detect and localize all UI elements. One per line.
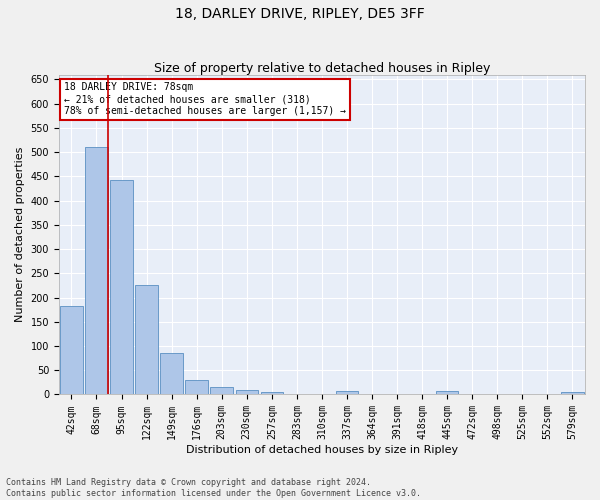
- Y-axis label: Number of detached properties: Number of detached properties: [15, 147, 25, 322]
- Title: Size of property relative to detached houses in Ripley: Size of property relative to detached ho…: [154, 62, 490, 74]
- Bar: [436, 390, 458, 394]
- Text: Contains HM Land Registry data © Crown copyright and database right 2024.
Contai: Contains HM Land Registry data © Crown c…: [6, 478, 421, 498]
- Text: 18 DARLEY DRIVE: 78sqm
← 21% of detached houses are smaller (318)
78% of semi-de: 18 DARLEY DRIVE: 78sqm ← 21% of detached…: [64, 82, 346, 116]
- Bar: [211, 387, 233, 394]
- Bar: [336, 391, 358, 394]
- X-axis label: Distribution of detached houses by size in Ripley: Distribution of detached houses by size …: [186, 445, 458, 455]
- Bar: [110, 180, 133, 394]
- Bar: [260, 392, 283, 394]
- Text: 18, DARLEY DRIVE, RIPLEY, DE5 3FF: 18, DARLEY DRIVE, RIPLEY, DE5 3FF: [175, 8, 425, 22]
- Bar: [561, 392, 584, 394]
- Bar: [160, 353, 183, 395]
- Bar: [85, 147, 108, 394]
- Bar: [136, 285, 158, 395]
- Bar: [185, 380, 208, 394]
- Bar: [236, 390, 258, 394]
- Bar: [60, 306, 83, 394]
